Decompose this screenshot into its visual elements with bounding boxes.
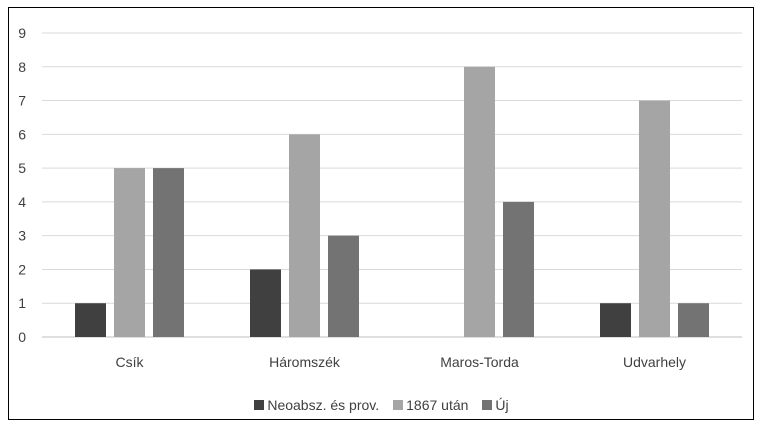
y-tick-label: 3 (18, 228, 26, 244)
bar-3-1 (153, 168, 184, 337)
gridlines (42, 32, 742, 338)
legend-label-series-2: 1867 után (406, 397, 469, 413)
legend-item-series-1: Neoabsz. és prov. (254, 397, 379, 413)
x-tick-label: Maros-Torda (440, 354, 519, 370)
bars (75, 66, 709, 338)
x-tick-label: Háromszék (269, 354, 341, 370)
y-tick-label: 8 (18, 59, 26, 75)
bar-2-3 (464, 66, 495, 338)
legend-label-series-3: Új (495, 397, 509, 413)
legend-swatch-series-3 (482, 400, 493, 410)
bar-3-4 (678, 303, 709, 337)
legend-label-series-1: Neoabsz. és prov. (267, 397, 380, 413)
y-tick-label: 7 (18, 93, 26, 109)
legend: Neoabsz. és prov. 1867 után Új (0, 394, 763, 416)
bar-3-3 (503, 201, 534, 337)
bar-2-4 (639, 100, 670, 337)
legend-item-series-3: Új (482, 397, 509, 413)
bar-1-2 (250, 269, 281, 337)
legend-swatch-series-2 (393, 400, 404, 410)
y-tick-label: 5 (18, 160, 26, 176)
y-tick-label: 0 (18, 329, 26, 345)
y-tick-label: 9 (18, 25, 26, 41)
x-tick-label: Csík (116, 354, 145, 370)
y-tick-label: 2 (18, 261, 26, 277)
bar-2-1 (114, 168, 145, 337)
x-tick-label: Udvarhely (623, 354, 686, 370)
y-tick-label: 1 (18, 295, 26, 311)
x-axis-ticks: Csík Háromszék Maros-Torda Udvarhely (116, 354, 687, 370)
legend-item-series-2: 1867 után (393, 397, 468, 413)
y-tick-label: 4 (18, 194, 26, 210)
bar-3-2 (328, 235, 359, 337)
legend-swatch-series-1 (254, 400, 265, 410)
bar-1-4 (600, 303, 631, 337)
y-axis-ticks: 0 1 2 3 4 5 6 7 8 9 (18, 25, 26, 345)
bar-1-1 (75, 303, 106, 337)
y-tick-label: 6 (18, 126, 26, 142)
bar-2-2 (289, 134, 320, 337)
